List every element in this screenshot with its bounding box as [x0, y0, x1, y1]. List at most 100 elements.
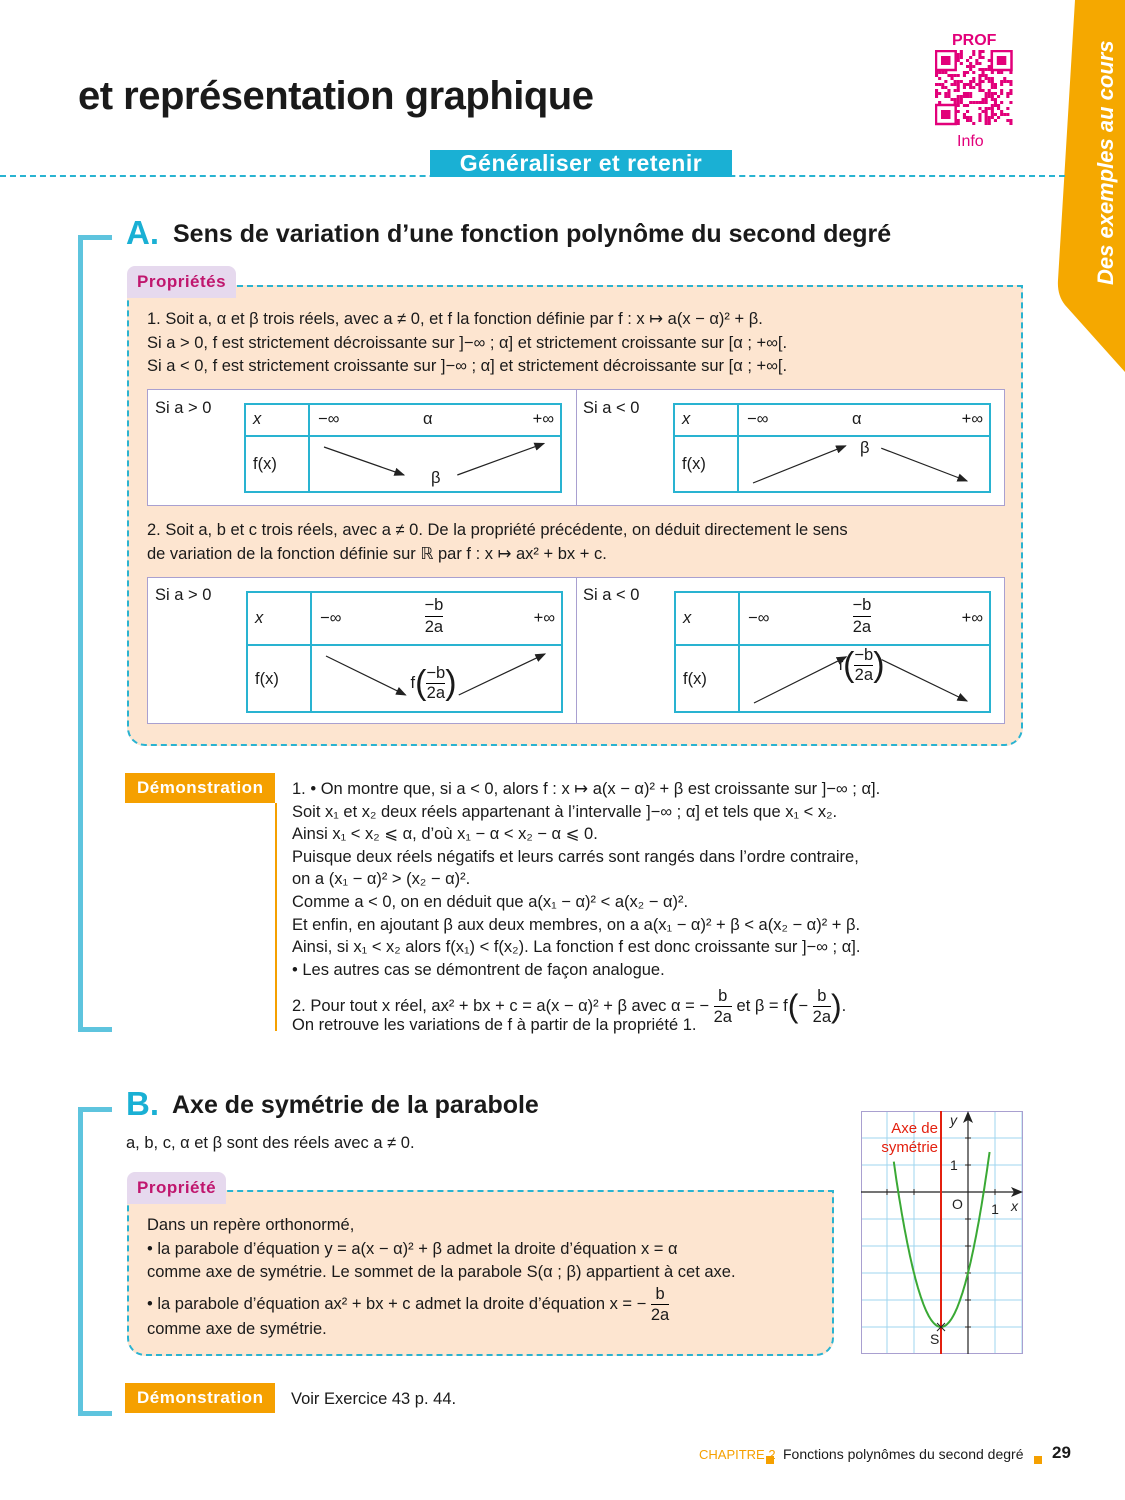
vertex-label: S — [930, 1331, 939, 1347]
extremum-value: f(−b 2a) — [410, 663, 457, 702]
frac-num: −b — [426, 664, 446, 684]
critical-value: α — [423, 408, 433, 432]
text-line: On retrouve les variations de f à partir… — [292, 1016, 697, 1034]
frac-num: −b — [854, 646, 874, 666]
qr-label-prof: PROF — [952, 32, 997, 49]
x-axis-label: x — [1010, 1198, 1019, 1214]
demonstration-reference[interactable]: Voir Exercice 43 p. 44. — [291, 1390, 457, 1408]
frac-num: b — [812, 986, 831, 1007]
x-label: x — [253, 410, 262, 428]
variation-arrows — [753, 656, 969, 704]
minus-infinity: −∞ — [320, 608, 342, 627]
minus-infinity: −∞ — [747, 410, 769, 428]
text-line: on a (x₁ − α)² > (x₂ − α)². — [292, 870, 471, 889]
frac-den: 2a — [812, 1008, 831, 1026]
footer-chapter: CHAPITRE 2 — [699, 1447, 776, 1462]
text: − — [798, 996, 809, 1015]
plus-infinity: +∞ — [532, 410, 554, 428]
variation-arrows — [752, 445, 969, 484]
text-line: 2. Soit a, b et c trois réels, avec a ≠ … — [147, 521, 848, 539]
alpha: α — [852, 410, 862, 428]
variation-table: x f(x) −∞ +∞ α β — [673, 403, 991, 493]
text-line: Ainsi x₁ < x₂ ⩽ α, d’où x₁ − α < x₂ − α … — [292, 825, 598, 844]
section-title: Axe de symétrie de la parabole — [172, 1091, 539, 1119]
text-line: Ainsi, si x₁ < x₂ alors f(x₁) < f(x₂). L… — [292, 938, 861, 957]
frac-den: 2a — [852, 618, 872, 636]
text-line: 1. Soit a, α et β trois réels, avec a ≠ … — [147, 310, 763, 328]
text-line: de variation de la fonction définie sur … — [147, 544, 607, 563]
minus-infinity: −∞ — [748, 608, 770, 627]
fx-label: f(x) — [255, 669, 279, 688]
section-letter: A. — [126, 214, 159, 251]
critical-value: α — [852, 408, 862, 432]
vertex-mark — [936, 1322, 946, 1332]
property-text: Dans un repère orthonormé, • la parabole… — [147, 1214, 736, 1285]
square-icon — [766, 1456, 774, 1464]
plus-infinity: +∞ — [961, 608, 983, 627]
frac-num: b — [713, 986, 732, 1007]
text: • la parabole d’équation ax² + bx + c ad… — [147, 1294, 647, 1313]
alpha: α — [423, 410, 433, 428]
case-label: Si a < 0 — [583, 399, 640, 417]
variation-table: x f(x) −∞ +∞ α β — [244, 403, 562, 493]
variation-table: x f(x) −∞ +∞ −b 2a f(−b 2a) — [674, 591, 991, 713]
text-line: Comme a < 0, on en déduit que a(x₁ − α)²… — [292, 892, 689, 911]
section-bracket — [78, 1107, 112, 1416]
text: et β = f — [736, 996, 788, 1015]
side-tab — [1057, 0, 1125, 372]
section-banner: Généraliser et retenir — [430, 150, 732, 177]
fx-label: f(x) — [683, 669, 707, 688]
demonstration-text: 1. • On montre que, si a < 0, alors f : … — [292, 778, 880, 981]
text-line: • la parabole d’équation y = a(x − α)² +… — [147, 1239, 678, 1258]
side-tab-label: Des exemples au cours — [1093, 40, 1118, 285]
axis-label: Axe de — [891, 1120, 938, 1137]
square-icon — [1034, 1456, 1042, 1464]
case-label: Si a < 0 — [583, 586, 640, 604]
properties-tab: Propriétés — [127, 266, 237, 298]
plus-infinity: +∞ — [961, 410, 983, 428]
page-title: et représentation graphique — [78, 74, 594, 118]
variation-arrows — [323, 442, 546, 476]
property-text: 1. Soit a, α et β trois réels, avec a ≠ … — [147, 308, 787, 379]
text-line: comme axe de symétrie. Le sommet de la p… — [147, 1263, 736, 1281]
demonstration-tab: Démonstration — [125, 1383, 276, 1413]
property-box — [127, 1190, 834, 1356]
frac-num: b — [650, 1284, 670, 1305]
text-line: Si a < 0, f est strictement croissante s… — [147, 357, 788, 375]
fx-label: f(x) — [682, 455, 706, 473]
text-line: 1. • On montre que, si a < 0, alors f : … — [292, 780, 881, 798]
case-label: Si a > 0 — [155, 586, 212, 604]
x-label: x — [682, 410, 691, 428]
critical-value: −b 2a — [852, 595, 872, 640]
section-title: Sens de variation d’une fonction polynôm… — [173, 220, 892, 248]
qr-label-info: Info — [957, 133, 984, 150]
text-line: Et enfin, en ajoutant β aux deux membres… — [292, 915, 861, 934]
demonstration-tab: Démonstration — [125, 773, 276, 803]
beta: β — [431, 469, 441, 487]
frac-den: 2a — [713, 1008, 732, 1026]
variation-table: x f(x) −∞ +∞ −b 2a f(−b 2a) — [246, 591, 563, 713]
axis-label: symétrie — [881, 1139, 938, 1156]
origin-label: O — [952, 1196, 963, 1212]
plus-infinity: +∞ — [533, 608, 555, 627]
frac-num: −b — [424, 595, 444, 617]
text-line: Si a > 0, f est strictement décroissante… — [147, 333, 788, 352]
case-label: Si a > 0 — [155, 399, 212, 417]
property-tab: Propriété — [127, 1172, 227, 1204]
text-line: Soit x₁ et x₂ deux réels appartenant à l… — [292, 802, 838, 821]
text-line: comme axe de symétrie. — [147, 1320, 327, 1338]
beta: β — [860, 439, 870, 457]
page-number: 29 — [1052, 1443, 1071, 1462]
minus-infinity: −∞ — [318, 410, 340, 428]
section-bracket — [78, 235, 112, 1032]
property-line-4: • la parabole d’équation ax² + bx + c ad… — [147, 1284, 670, 1325]
x-label: x — [255, 608, 264, 627]
qr-code-icon[interactable] — [935, 50, 1013, 126]
frac-num: −b — [852, 595, 872, 617]
y-axis-label: y — [949, 1112, 958, 1128]
section-letter: B. — [126, 1085, 159, 1122]
x-label: x — [683, 608, 692, 627]
f: f — [410, 673, 416, 692]
intro-text: a, b, c, α et β sont des réels avec a ≠ … — [126, 1134, 415, 1152]
